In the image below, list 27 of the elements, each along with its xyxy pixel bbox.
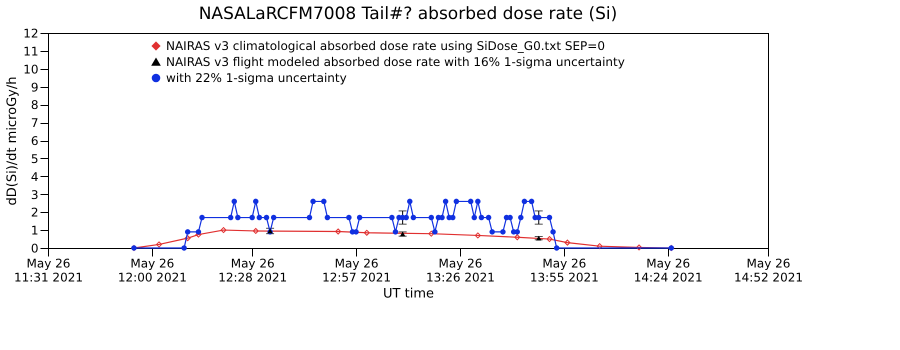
x-tick-label: May 26 14:24 2021 <box>634 256 703 284</box>
y-tick-label: 10 <box>23 62 38 76</box>
x-axis-title: UT time <box>383 286 434 302</box>
y-tick-label: 8 <box>30 98 38 112</box>
y-tick-label: 2 <box>30 206 38 220</box>
y-tick-label: 7 <box>30 116 38 130</box>
chart-title: NASALaRCFM7008 Tail#? absorbed dose rate (Si) <box>198 4 618 24</box>
y-tick-label: 12 <box>23 26 38 40</box>
x-tick-label: May 26 13:55 2021 <box>530 256 599 284</box>
legend-label: NAIRAS v3 climatological absorbed dose rate using SiDose_G0.txt SEP=0 <box>166 39 605 53</box>
y-tick-label: 11 <box>23 44 38 58</box>
legend-label: NAIRAS v3 flight modeled absorbed dose rate with 16% 1-sigma uncertainty <box>166 55 625 69</box>
x-tick-label: May 26 11:31 2021 <box>14 256 83 284</box>
y-tick-label: 0 <box>30 242 38 256</box>
x-tick-label: May 26 12:00 2021 <box>118 256 187 284</box>
y-tick-label: 3 <box>30 188 38 202</box>
y-tick-label: 9 <box>30 80 38 94</box>
y-tick-label: 5 <box>30 152 38 166</box>
x-tick-label: May 26 12:57 2021 <box>322 256 392 284</box>
y-axis-title: dD(Si)/dt microGy/h <box>5 76 20 206</box>
legend-label: with 22% 1-sigma uncertainty <box>166 71 347 85</box>
x-tick-label: May 26 13:26 2021 <box>426 256 495 284</box>
x-tick-label: May 26 12:28 2021 <box>218 256 288 284</box>
y-tick-label: 1 <box>30 224 38 238</box>
y-tick-label: 4 <box>30 170 38 184</box>
x-tick-label: May 26 14:52 2021 <box>734 256 803 284</box>
y-tick-label: 6 <box>30 134 38 148</box>
